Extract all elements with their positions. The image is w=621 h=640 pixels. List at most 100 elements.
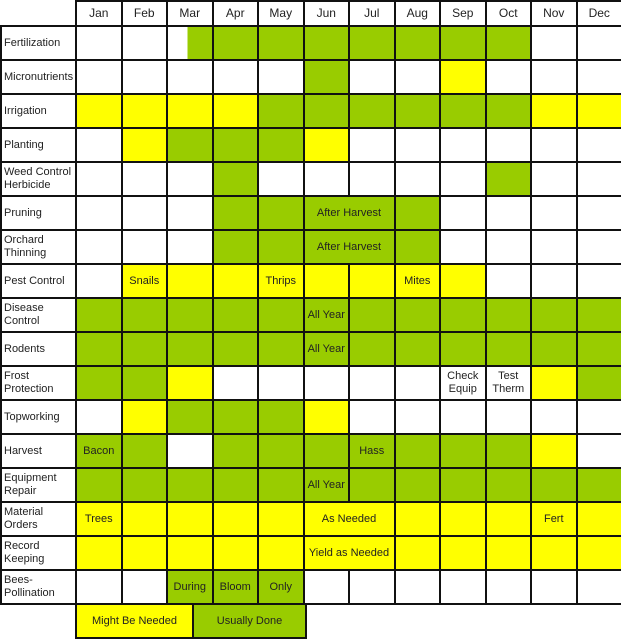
schedule-cell [120, 569, 168, 605]
schedule-cell [120, 195, 168, 231]
schedule-cell [302, 569, 350, 605]
schedule-cell [439, 127, 487, 163]
month-header-jan: Jan [75, 0, 123, 27]
schedule-cell [393, 195, 441, 231]
schedule-cell [439, 263, 487, 299]
task-row: Frost Protection Check Equip Test Therm [0, 365, 621, 401]
schedule-cell [530, 127, 578, 163]
schedule-cell [439, 399, 487, 435]
schedule-cell [439, 229, 487, 265]
month-header-may: May [257, 0, 305, 27]
task-label: Rodents [0, 331, 77, 367]
task-row: Fertilization [0, 25, 621, 61]
task-row: Pruning After Harvest [0, 195, 621, 231]
schedule-cell [120, 59, 168, 95]
schedule-cell: All Year [302, 331, 350, 367]
task-label: Material Orders [0, 501, 77, 537]
schedule-cell [348, 331, 396, 367]
month-header-oct: Oct [484, 0, 532, 27]
schedule-cell [257, 399, 305, 435]
schedule-cell [302, 263, 350, 299]
schedule-cell: Test Therm [484, 365, 532, 401]
schedule-cell [484, 433, 532, 469]
schedule-cell [120, 433, 168, 469]
schedule-cell [439, 569, 487, 605]
schedule-cell [484, 195, 532, 231]
schedule-cell: During [166, 569, 214, 605]
schedule-cell [166, 467, 214, 503]
task-label: Orchard Thinning [0, 229, 77, 265]
schedule-cell: Mites [393, 263, 441, 299]
schedule-cell [75, 569, 123, 605]
schedule-cell [211, 93, 259, 129]
legend-usually-done: Usually Done [194, 605, 305, 637]
schedule-cell [211, 297, 259, 333]
schedule-cell [530, 59, 578, 95]
schedule-cell: Snails [120, 263, 168, 299]
schedule-cell [575, 501, 621, 537]
schedule-cell [393, 59, 441, 95]
schedule-cell [257, 501, 305, 537]
schedule-cell [348, 59, 396, 95]
schedule-cell [439, 161, 487, 197]
activity-calendar-table: Jan Feb Mar Apr May Jun Jul Aug Sep Oct Nov Dec Fert… [0, 0, 621, 605]
task-row: Record Keeping Yield as Needed [0, 535, 621, 571]
schedule-cell [439, 535, 487, 571]
schedule-cell [257, 331, 305, 367]
schedule-cell: As Needed [302, 501, 396, 537]
schedule-cell [530, 433, 578, 469]
schedule-cell: Yield as Needed [302, 535, 396, 571]
schedule-cell [575, 161, 621, 197]
schedule-cell [166, 195, 214, 231]
schedule-cell [393, 229, 441, 265]
schedule-cell [530, 25, 578, 61]
schedule-cell [257, 195, 305, 231]
schedule-cell [257, 433, 305, 469]
task-label: Weed Control Herbicide [0, 161, 77, 197]
schedule-cell [120, 399, 168, 435]
schedule-cell [211, 127, 259, 163]
schedule-cell [120, 467, 168, 503]
schedule-cell [302, 127, 350, 163]
schedule-cell [484, 93, 532, 129]
schedule-cell [75, 535, 123, 571]
schedule-cell [575, 297, 621, 333]
schedule-cell [575, 229, 621, 265]
task-label: Micronutrients [0, 59, 77, 95]
schedule-cell [530, 331, 578, 367]
task-row: Micronutrients [0, 59, 621, 95]
legend: Might Be Needed Usually Done [75, 605, 307, 639]
task-label: Planting [0, 127, 77, 163]
schedule-cell: Fert [530, 501, 578, 537]
schedule-cell [575, 263, 621, 299]
schedule-cell [530, 263, 578, 299]
task-row: Bees-Pollination During Bloom Only [0, 569, 621, 605]
schedule-cell [439, 25, 487, 61]
task-row: Planting [0, 127, 621, 163]
schedule-cell [120, 93, 168, 129]
month-header-jun: Jun [302, 0, 350, 27]
task-label: Fertilization [0, 25, 77, 61]
task-row: Irrigation [0, 93, 621, 129]
month-header-dec: Dec [575, 0, 621, 27]
schedule-cell [575, 93, 621, 129]
schedule-cell [575, 535, 621, 571]
schedule-cell [530, 161, 578, 197]
schedule-cell [575, 25, 621, 61]
schedule-cell [393, 535, 441, 571]
schedule-cell [393, 25, 441, 61]
schedule-cell [75, 195, 123, 231]
schedule-cell [211, 229, 259, 265]
schedule-cell: Bloom [211, 569, 259, 605]
schedule-cell [393, 501, 441, 537]
schedule-cell [166, 399, 214, 435]
schedule-cell [393, 399, 441, 435]
schedule-cell [166, 433, 214, 469]
schedule-cell [75, 263, 123, 299]
schedule-cell [75, 297, 123, 333]
schedule-cell [211, 195, 259, 231]
schedule-cell [393, 297, 441, 333]
month-header-aug: Aug [393, 0, 441, 27]
schedule-cell [393, 331, 441, 367]
schedule-cell [530, 297, 578, 333]
